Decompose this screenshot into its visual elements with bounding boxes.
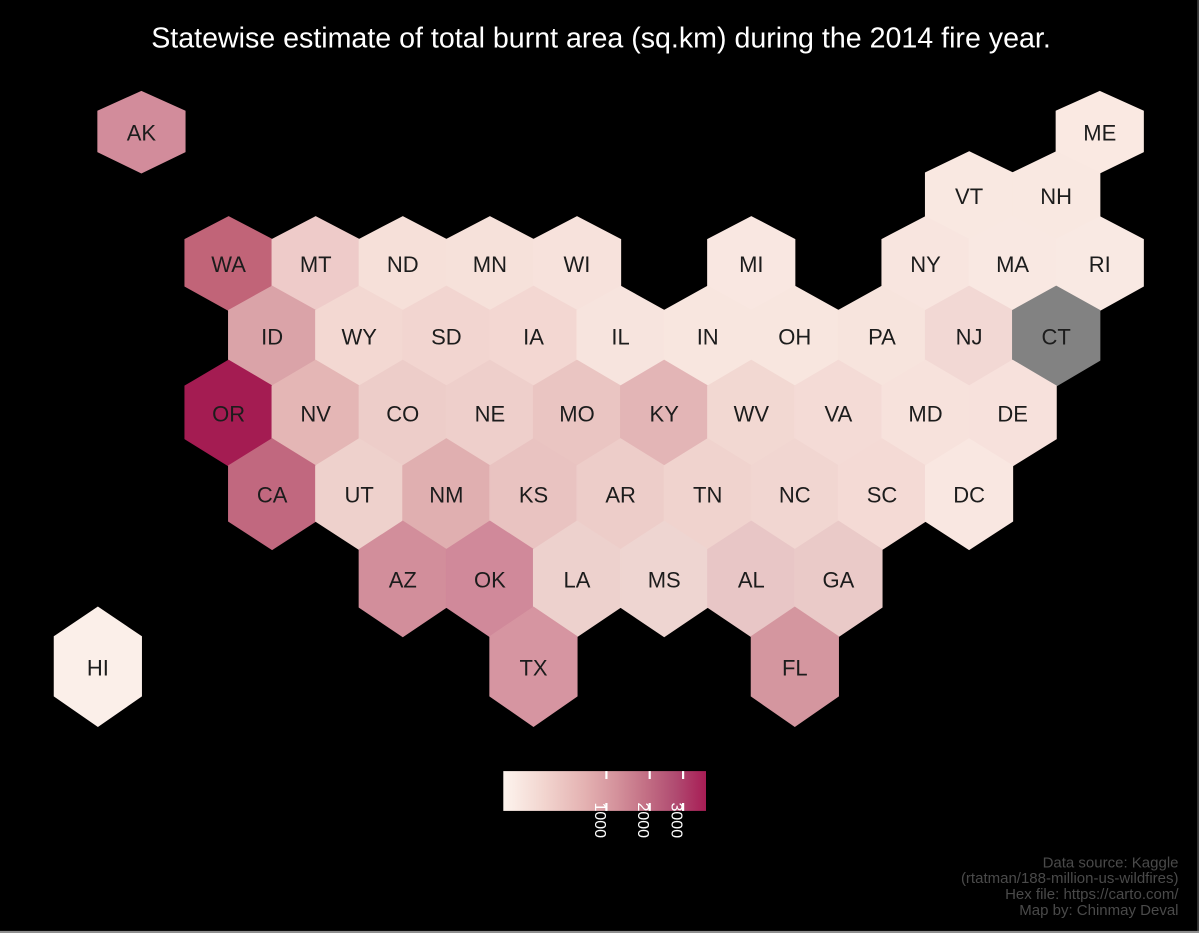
svg-text:PA: PA (868, 324, 896, 349)
svg-text:1000: 1000 (591, 803, 608, 839)
svg-text:VT: VT (955, 184, 983, 209)
svg-text:WI: WI (564, 252, 591, 277)
svg-text:CA: CA (257, 483, 288, 508)
svg-text:DC: DC (953, 483, 985, 508)
svg-text:Map by: Chinmay Deval: Map by: Chinmay Deval (1019, 902, 1178, 919)
svg-text:MI: MI (739, 252, 763, 277)
svg-text:MN: MN (473, 252, 507, 277)
svg-text:IA: IA (523, 324, 544, 349)
svg-text:AL: AL (738, 567, 765, 592)
svg-text:CT: CT (1042, 324, 1071, 349)
svg-text:AR: AR (605, 483, 636, 508)
svg-text:RI: RI (1089, 252, 1111, 277)
svg-text:AK: AK (127, 121, 157, 146)
svg-text:ME: ME (1083, 121, 1116, 146)
svg-text:Statewise estimate of total bu: Statewise estimate of total burnt area (… (151, 23, 1051, 55)
svg-text:TX: TX (519, 655, 547, 680)
svg-text:IN: IN (697, 324, 719, 349)
svg-text:KY: KY (650, 401, 680, 426)
svg-text:OR: OR (212, 401, 245, 426)
svg-text:Hex file: https://carto.com/: Hex file: https://carto.com/ (1005, 886, 1179, 903)
svg-text:NY: NY (910, 252, 941, 277)
svg-text:SC: SC (867, 483, 898, 508)
svg-text:MA: MA (996, 252, 1029, 277)
svg-text:MT: MT (300, 252, 332, 277)
svg-text:OK: OK (474, 567, 506, 592)
svg-text:(rtatman/188-million-us-wildfi: (rtatman/188-million-us-wildfires) (961, 870, 1179, 887)
svg-text:NC: NC (779, 483, 811, 508)
svg-text:UT: UT (345, 483, 374, 508)
svg-text:OH: OH (778, 324, 811, 349)
svg-text:2000: 2000 (634, 803, 651, 839)
svg-text:KS: KS (519, 483, 548, 508)
svg-text:WA: WA (211, 252, 246, 277)
svg-text:MD: MD (908, 401, 942, 426)
svg-text:3000: 3000 (668, 803, 685, 839)
svg-text:NE: NE (475, 401, 506, 426)
svg-text:NM: NM (429, 483, 463, 508)
svg-text:TN: TN (693, 483, 722, 508)
svg-text:GA: GA (823, 567, 855, 592)
svg-text:LA: LA (564, 567, 591, 592)
svg-text:SD: SD (431, 324, 462, 349)
svg-text:AZ: AZ (389, 567, 417, 592)
svg-text:NJ: NJ (956, 324, 983, 349)
svg-text:FL: FL (782, 655, 808, 680)
svg-text:ID: ID (261, 324, 283, 349)
svg-text:NH: NH (1040, 184, 1072, 209)
svg-text:DE: DE (997, 401, 1028, 426)
svg-text:HI: HI (87, 655, 109, 680)
svg-text:IL: IL (611, 324, 629, 349)
svg-text:MO: MO (559, 401, 594, 426)
svg-text:ND: ND (387, 252, 419, 277)
svg-text:Data source: Kaggle: Data source: Kaggle (1043, 854, 1179, 871)
svg-text:VA: VA (825, 401, 853, 426)
svg-text:MS: MS (648, 567, 681, 592)
svg-text:WY: WY (341, 324, 377, 349)
svg-text:CO: CO (386, 401, 419, 426)
svg-text:WV: WV (734, 401, 770, 426)
svg-text:NV: NV (300, 401, 331, 426)
